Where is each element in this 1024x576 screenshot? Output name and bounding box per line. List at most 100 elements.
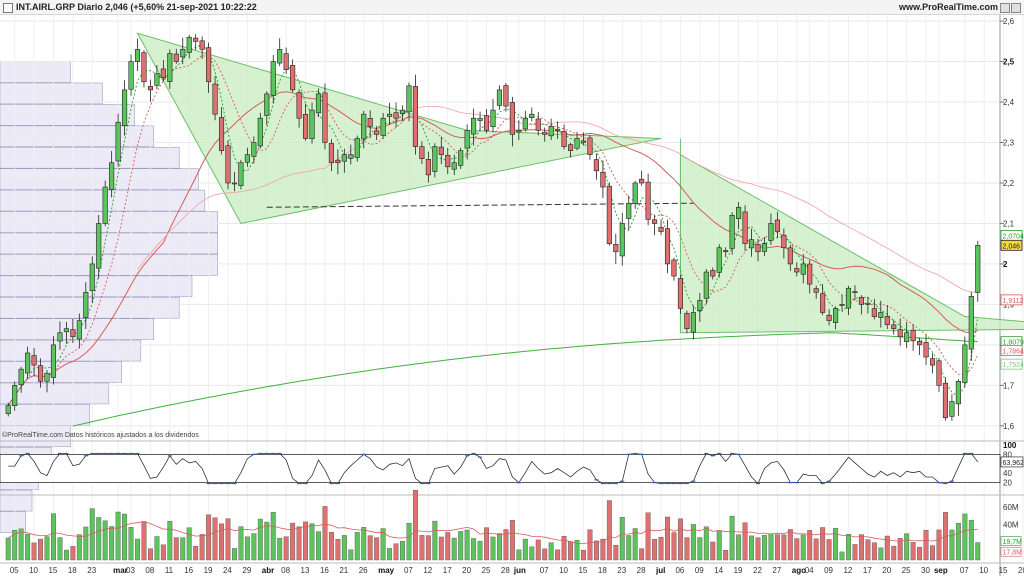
- close-icon[interactable]: [3, 3, 13, 13]
- candle-down: [393, 112, 399, 119]
- volume-bar: [432, 520, 438, 561]
- volume-bar: [160, 544, 166, 561]
- candle-up: [109, 162, 115, 191]
- candlesticks: [5, 34, 981, 421]
- date-tick-label: 20: [882, 566, 891, 575]
- candle-down: [774, 219, 780, 232]
- candle-up: [736, 206, 742, 220]
- candle-down: [852, 291, 858, 293]
- volume-profile-bar: [0, 296, 180, 319]
- volume-bar: [568, 541, 574, 561]
- volume-bar: [522, 538, 528, 561]
- price-tick-label: 2,6: [1003, 17, 1015, 26]
- volume-bar: [658, 537, 664, 561]
- volume-bar: [283, 536, 289, 561]
- candle-down: [302, 114, 309, 139]
- volume-bar: [910, 542, 916, 561]
- candle-up: [244, 154, 250, 163]
- volume-bar: [212, 517, 218, 561]
- volume-bar: [561, 536, 567, 561]
- volume-bar: [251, 533, 257, 561]
- price-label-box: [1000, 344, 1023, 356]
- volume-bar: [503, 529, 509, 561]
- candle-down: [509, 102, 515, 135]
- ma200-line: [72, 332, 978, 427]
- ma10-line: [7, 43, 979, 406]
- volume-bar: [5, 537, 11, 561]
- candle-up: [626, 202, 632, 219]
- date-tick-label: 09: [824, 566, 833, 575]
- minimize-icon[interactable]: [1000, 3, 1010, 13]
- candle-up: [548, 126, 554, 137]
- candle-up: [180, 49, 186, 58]
- volume-bar: [968, 519, 974, 561]
- volume-bar: [716, 530, 722, 561]
- candle-down: [173, 53, 179, 62]
- price-tick-label: 2: [1003, 260, 1008, 269]
- candle-down: [561, 131, 567, 147]
- maximize-icon[interactable]: [1011, 3, 1021, 13]
- candle-down: [897, 329, 903, 338]
- candle-up: [231, 182, 238, 185]
- volume-bar: [865, 539, 871, 561]
- candle-down: [613, 243, 619, 253]
- volume-bar: [826, 539, 832, 561]
- volume-bar: [412, 490, 418, 561]
- candle-down: [677, 278, 684, 309]
- volume-bar: [807, 530, 813, 561]
- date-tick-label: may: [378, 566, 395, 575]
- date-tick-label: 12: [423, 566, 432, 575]
- brand-label: www.ProRealTime.com: [898, 2, 998, 12]
- candle-down: [160, 68, 166, 79]
- volume-bar: [122, 513, 128, 561]
- candle-up: [748, 239, 755, 249]
- volume-bar: [917, 546, 923, 561]
- volume-bar: [115, 511, 121, 561]
- candle-down: [70, 329, 76, 338]
- volume-bar: [458, 531, 464, 561]
- candle-up: [264, 93, 270, 116]
- candle-up: [380, 117, 386, 136]
- candle-up: [703, 271, 709, 299]
- price-tick-label: 2,4: [1003, 98, 1015, 107]
- volume-bar: [581, 549, 586, 561]
- candle-down: [322, 92, 328, 143]
- volume-bar: [490, 536, 496, 561]
- candle-up: [716, 247, 722, 273]
- date-tick-label: 17: [443, 566, 452, 575]
- candle-down: [742, 211, 748, 244]
- candle-up: [451, 162, 457, 170]
- candle-down: [503, 85, 509, 107]
- candle-down: [755, 244, 761, 253]
- candle-down: [871, 308, 877, 317]
- volume-bar: [135, 538, 140, 561]
- watermark-text: ©ProRealTime.com Datos históricos ajusta…: [2, 431, 199, 439]
- volume-bar: [38, 538, 44, 561]
- candle-up: [975, 245, 981, 293]
- rsi-tick-label: 100: [1003, 441, 1017, 450]
- candle-up: [102, 186, 108, 224]
- volume-profile-bar: [0, 211, 218, 233]
- volume-bar: [671, 532, 677, 561]
- volume-bar: [871, 542, 877, 561]
- volume-tick-label: 40M: [1003, 521, 1019, 530]
- candle-down: [820, 293, 826, 313]
- volume-bar: [904, 533, 910, 561]
- volume-bar: [794, 538, 800, 561]
- volume-bar: [270, 511, 276, 561]
- volume-bar: [354, 532, 360, 561]
- volume-bar: [593, 540, 599, 561]
- volume-bar: [199, 534, 205, 561]
- date-tick-label: 04: [805, 566, 814, 575]
- candle-up: [955, 381, 961, 405]
- volume-bar: [736, 534, 742, 561]
- volume-profile-bar: [0, 146, 180, 169]
- volume-bar: [587, 529, 593, 561]
- candle-down: [225, 145, 231, 184]
- volume-ma-line: [7, 520, 978, 544]
- volume-bar: [387, 548, 393, 561]
- volume-bar: [341, 535, 347, 561]
- date-tick-label: abr: [262, 566, 274, 575]
